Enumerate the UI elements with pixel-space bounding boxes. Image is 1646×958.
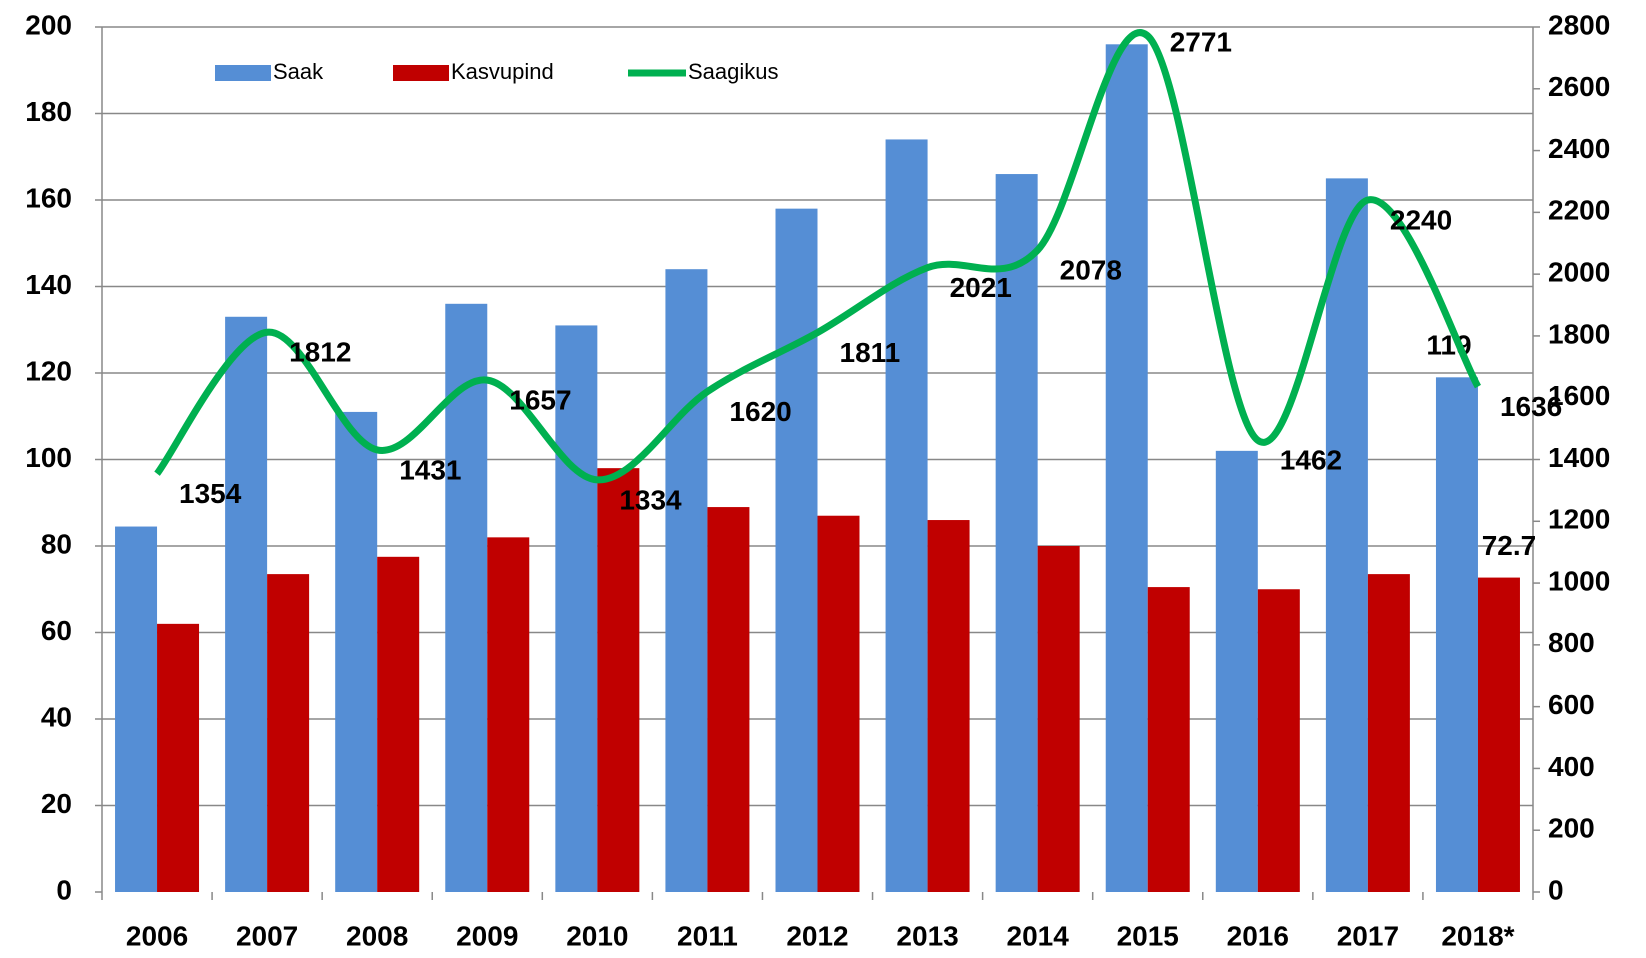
y-tick-label: 40 xyxy=(41,701,72,732)
x-tick-label: 2015 xyxy=(1117,920,1179,951)
bar xyxy=(267,574,310,892)
y-tick-label: 160 xyxy=(25,182,72,213)
y-tick-label: 180 xyxy=(25,96,72,127)
y2-tick-label: 400 xyxy=(1548,751,1595,782)
line xyxy=(154,29,1482,484)
bar xyxy=(487,537,530,892)
data-label: 1431 xyxy=(399,454,461,485)
y2-tick-label: 2200 xyxy=(1548,195,1610,226)
x-tick-label: 2010 xyxy=(566,920,628,951)
y2-tick-label: 800 xyxy=(1548,627,1595,658)
data-label: 1334 xyxy=(619,484,682,515)
y-tick-label: 20 xyxy=(41,788,72,819)
bar xyxy=(157,623,200,892)
bar xyxy=(1105,44,1148,893)
x-tick-label: 2012 xyxy=(786,920,848,951)
x-tick-label: 2014 xyxy=(1007,920,1070,951)
data-label: 1811 xyxy=(840,337,901,368)
y2-tick-label: 1400 xyxy=(1548,442,1610,473)
bar xyxy=(335,411,378,892)
y2-tick-label: 600 xyxy=(1548,689,1595,720)
data-label: 1657 xyxy=(509,384,571,415)
x-tick-label: 2011 xyxy=(677,920,738,951)
data-label: 2078 xyxy=(1060,254,1122,285)
legend-swatch xyxy=(393,65,449,81)
bar xyxy=(885,139,928,892)
x-tick-label: 2013 xyxy=(896,920,958,951)
bar xyxy=(1367,574,1410,892)
bar xyxy=(1147,587,1190,892)
x-tick-label: 2008 xyxy=(346,920,408,951)
y-tick-label: 80 xyxy=(41,528,72,559)
data-label: 1354 xyxy=(179,478,242,509)
bar xyxy=(1037,546,1080,892)
x-tick-label: 2006 xyxy=(126,920,188,951)
bar xyxy=(597,468,640,892)
bar xyxy=(377,556,420,892)
x-tick-label: 2017 xyxy=(1337,920,1399,951)
y2-tick-label: 1200 xyxy=(1548,504,1610,535)
y2-tick-label: 200 xyxy=(1548,813,1595,844)
x-tick-label: 2018* xyxy=(1441,920,1514,951)
y2-tick-label: 2000 xyxy=(1548,257,1610,288)
y-tick-label: 120 xyxy=(25,355,72,386)
bar xyxy=(995,174,1038,893)
bar xyxy=(1257,589,1300,892)
data-label: 1462 xyxy=(1280,445,1342,476)
legend-swatch xyxy=(215,65,271,81)
x-tick-label: 2016 xyxy=(1227,920,1289,951)
legend-label: Kasvupind xyxy=(451,59,554,84)
data-label: 2240 xyxy=(1390,204,1452,235)
bar xyxy=(555,325,598,892)
x-tick-label: 2007 xyxy=(236,920,298,951)
y-tick-label: 140 xyxy=(25,269,72,300)
y2-tick-label: 1000 xyxy=(1548,565,1610,596)
bar xyxy=(665,269,708,892)
bar xyxy=(1325,178,1368,892)
y-tick-label: 200 xyxy=(25,9,72,40)
y2-tick-label: 0 xyxy=(1548,874,1564,905)
data-label: 1812 xyxy=(289,337,351,368)
bar xyxy=(707,507,750,892)
y2-tick-label: 1600 xyxy=(1548,380,1610,411)
bar xyxy=(1477,577,1520,892)
bar xyxy=(1215,450,1258,892)
data-label: 72.7 xyxy=(1482,530,1537,561)
bar xyxy=(1435,377,1478,892)
y2-tick-label: 2400 xyxy=(1548,133,1610,164)
bar xyxy=(445,303,488,892)
legend-label: Saak xyxy=(273,59,324,84)
bar xyxy=(817,515,860,892)
x-tick-label: 2009 xyxy=(456,920,518,951)
data-label: 2021 xyxy=(950,272,1012,303)
data-label: 1620 xyxy=(729,396,791,427)
data-label: 1636 xyxy=(1500,391,1562,422)
y2-tick-label: 2800 xyxy=(1548,9,1610,40)
y2-tick-label: 2600 xyxy=(1548,71,1610,102)
y-tick-label: 100 xyxy=(25,442,72,473)
y-tick-label: 0 xyxy=(56,874,72,905)
data-label: 2771 xyxy=(1170,26,1232,57)
bar xyxy=(775,208,818,892)
bar xyxy=(927,520,970,892)
y2-tick-label: 1800 xyxy=(1548,318,1610,349)
y-tick-label: 60 xyxy=(41,615,72,646)
bar xyxy=(225,316,268,892)
bar xyxy=(115,526,158,892)
legend-label: Saagikus xyxy=(688,59,779,84)
